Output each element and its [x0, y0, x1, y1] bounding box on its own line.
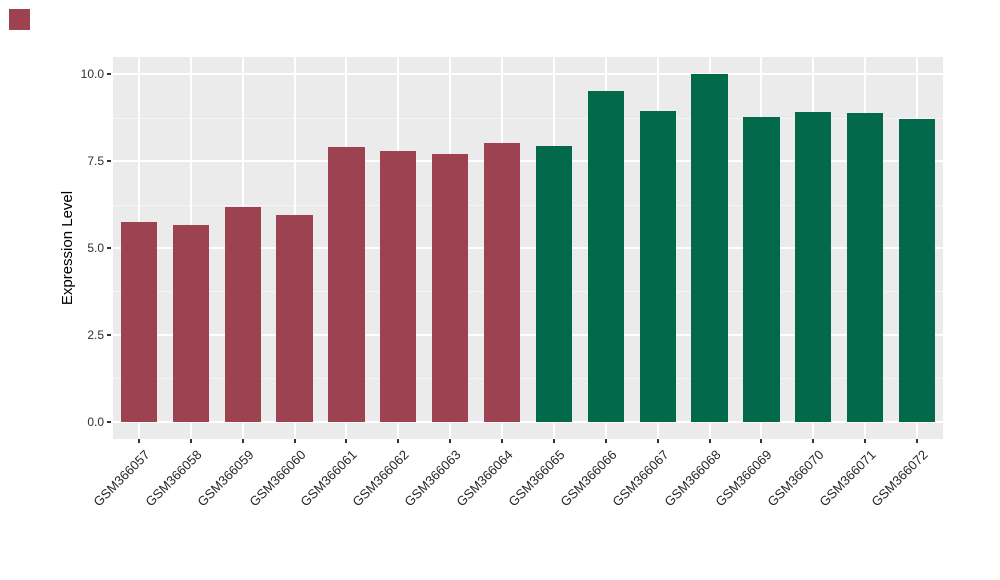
major-gridline [113, 73, 943, 76]
x-axis-tick [760, 439, 763, 443]
major-gridline [113, 420, 943, 423]
major-gridline [113, 247, 943, 249]
minor-gridline [113, 378, 943, 380]
y-axis-tick [107, 420, 111, 423]
x-axis-tick-label: GSM366072 [868, 447, 931, 510]
y-axis-tick [107, 160, 111, 163]
bar [898, 119, 936, 422]
bar [639, 111, 676, 422]
x-axis-tick [916, 439, 919, 443]
bar [535, 145, 573, 422]
x-axis-tick [241, 439, 244, 443]
x-axis-tick [864, 439, 867, 443]
major-gridline [113, 333, 943, 336]
bar [847, 112, 884, 422]
bar [743, 117, 780, 422]
plot-panel [113, 57, 943, 439]
x-axis-tick [604, 439, 607, 443]
bar [691, 74, 728, 422]
minor-gridline [113, 291, 943, 293]
bar [795, 111, 832, 422]
minor-gridline [113, 117, 943, 119]
bar [587, 91, 624, 422]
y-axis-tick [107, 333, 111, 336]
x-axis-tick [293, 439, 296, 443]
x-axis-tick [656, 439, 659, 443]
x-axis-tick [449, 439, 452, 443]
y-axis-tick-label: 2.5 [87, 327, 104, 342]
bar [224, 206, 261, 422]
x-axis-tick [552, 439, 555, 443]
minor-gridline [113, 204, 943, 206]
x-axis-tick [189, 439, 192, 443]
red-square-marker [9, 9, 30, 30]
bar [432, 153, 469, 422]
y-axis-tick-label: 0.0 [87, 414, 104, 429]
x-axis-tick [708, 439, 711, 443]
bar [276, 214, 313, 422]
y-axis-tick [107, 73, 111, 76]
bar [172, 224, 209, 422]
bar [328, 146, 365, 422]
bar [120, 221, 158, 422]
major-gridline [113, 160, 943, 163]
y-axis-tick [107, 247, 111, 249]
x-axis-tick [345, 439, 348, 443]
x-axis-tick [137, 439, 140, 443]
y-axis-tick-label: 5.0 [87, 241, 104, 255]
x-axis-tick [501, 439, 504, 443]
y-axis-tick-label: 7.5 [87, 154, 104, 169]
x-axis-tick [397, 439, 400, 443]
y-axis-tick-label: 10.0 [80, 67, 104, 82]
bar [380, 150, 417, 422]
x-axis-tick [812, 439, 815, 443]
bar [483, 142, 521, 422]
